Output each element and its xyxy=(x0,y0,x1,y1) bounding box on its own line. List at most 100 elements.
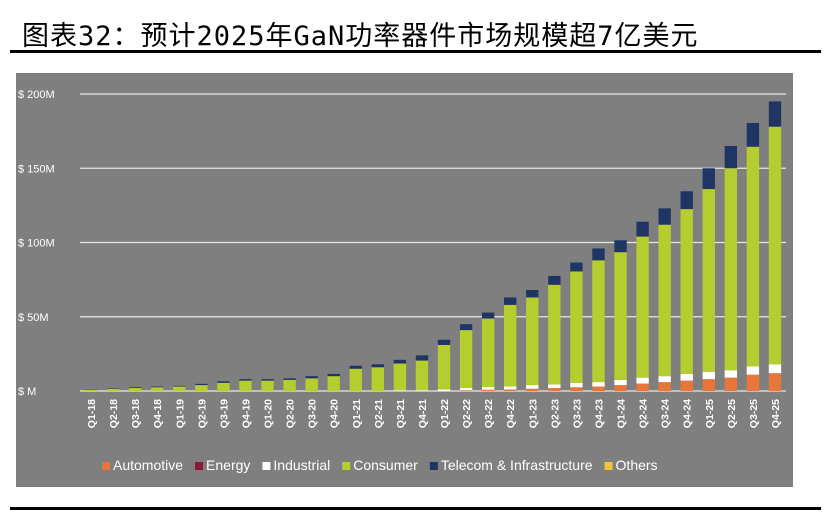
legend-swatch xyxy=(342,462,351,470)
x-tick-label: Q4-22 xyxy=(505,399,517,428)
legend-swatch xyxy=(429,462,438,470)
bar-segment-consumer xyxy=(504,304,517,387)
bar-segment-consumer xyxy=(393,363,407,391)
x-tick-label: Q1-21 xyxy=(351,399,363,428)
x-tick-label: Q4-23 xyxy=(593,399,605,428)
bar-segment-telecom-infrastructure xyxy=(128,387,142,389)
y-tick-label: $ 100M xyxy=(18,238,55,250)
bar-segment-consumer xyxy=(548,284,561,385)
bar-segment-industrial xyxy=(504,386,517,390)
x-tick-label: Q1-18 xyxy=(86,399,98,428)
bar-segment-telecom-infrastructure xyxy=(746,122,760,147)
x-tick-label: Q2-24 xyxy=(638,399,650,428)
bar-segment-consumer xyxy=(636,236,649,378)
legend-swatch xyxy=(262,462,271,470)
bar-segment-telecom-infrastructure xyxy=(614,240,627,253)
bar-segment-consumer xyxy=(349,368,362,391)
legend-label: Industrial xyxy=(273,457,330,473)
top-rule xyxy=(10,50,821,53)
bar-segment-industrial xyxy=(746,366,760,375)
bar-segment-telecom-infrastructure xyxy=(658,208,671,225)
x-tick-label: Q4-21 xyxy=(417,399,429,428)
y-axis-ticks: $ M $ 50M $ 100M $ 150M $ 200M xyxy=(18,89,55,398)
y-tick-label: $ 50M xyxy=(18,312,49,324)
bar-segment-telecom-infrastructure xyxy=(702,168,715,190)
chart-panel: $ M $ 50M $ 100M $ 150M $ 200M Q1-18 Q2-18 Q3-… xyxy=(16,73,793,487)
x-tick-label: Q3-22 xyxy=(483,399,495,428)
x-tick-label: Q3-21 xyxy=(395,399,407,428)
x-tick-label: Q2-18 xyxy=(108,399,120,428)
bar-segment-consumer xyxy=(371,367,385,391)
bottom-rule xyxy=(10,507,821,510)
figure-title-bar: 图表32：预计2025年GaN功率器件市场规模超7亿美元 xyxy=(10,8,821,52)
x-tick-label: Q4-24 xyxy=(682,399,694,428)
bar-segment-telecom-infrastructure xyxy=(217,381,230,383)
bar-segment-industrial xyxy=(437,389,451,391)
x-axis-ticks: Q1-18 Q2-18 Q3-18 Q4-18 Q1-19 Q2-19 Q3-19 Q4-19… xyxy=(86,399,782,428)
bar-segment-industrial xyxy=(768,364,782,374)
bar-segment-telecom-infrastructure xyxy=(526,290,539,298)
bar-segment-telecom-infrastructure xyxy=(680,191,693,210)
bar-segment-industrial xyxy=(658,376,671,383)
bar-segment-telecom-infrastructure xyxy=(305,376,318,379)
x-tick-label: Q1-23 xyxy=(527,399,539,428)
x-tick-label: Q4-18 xyxy=(152,399,164,428)
x-tick-label: Q1-25 xyxy=(704,399,716,428)
legend-label: Automotive xyxy=(113,457,183,473)
x-tick-label: Q2-23 xyxy=(549,399,561,428)
bar-segment-consumer xyxy=(415,360,429,391)
bar-segment-automotive xyxy=(658,382,671,391)
bar-segment-consumer xyxy=(128,388,142,391)
bar-segment-consumer xyxy=(437,344,451,390)
bar-segment-automotive xyxy=(680,380,693,391)
bar-segment-automotive xyxy=(526,388,539,391)
bar-segment-automotive xyxy=(746,374,760,391)
legend-label: Others xyxy=(616,457,658,473)
bar-segment-industrial xyxy=(636,377,649,384)
bar-segment-industrial xyxy=(724,370,738,378)
bar-segment-consumer xyxy=(195,385,208,391)
bar-segment-consumer xyxy=(173,386,186,391)
y-tick-label: $ 150M xyxy=(18,163,55,175)
bar-segment-consumer xyxy=(217,382,230,391)
x-tick-label: Q1-20 xyxy=(263,399,275,428)
x-tick-label: Q4-20 xyxy=(329,399,341,428)
bar-segment-industrial xyxy=(548,384,561,389)
x-tick-label: Q3-19 xyxy=(218,399,230,428)
legend-label: Telecom & Infrastructure xyxy=(441,457,593,473)
x-tick-label: Q4-25 xyxy=(770,399,782,428)
bars xyxy=(84,101,782,391)
bar-segment-telecom-infrastructure xyxy=(481,312,495,319)
bar-segment-industrial xyxy=(415,390,429,391)
x-tick-label: Q2-20 xyxy=(285,399,297,428)
bar-segment-consumer xyxy=(570,271,583,383)
bar-segment-industrial xyxy=(592,382,605,387)
bar-segment-telecom-infrastructure xyxy=(371,364,385,368)
bar-segment-industrial xyxy=(526,385,539,389)
legend-swatch xyxy=(604,462,613,470)
bar-segment-consumer xyxy=(151,387,164,391)
bar-segment-consumer xyxy=(702,189,715,372)
y-tick-label: $ M xyxy=(18,386,36,398)
stacked-bar-chart: $ M $ 50M $ 100M $ 150M $ 200M Q1-18 Q2-18 Q3-… xyxy=(18,89,786,473)
bar-segment-automotive xyxy=(570,387,583,391)
bar-segment-automotive xyxy=(504,389,517,391)
bar-segment-consumer xyxy=(305,378,318,391)
bar-segment-consumer xyxy=(680,209,693,374)
bar-segment-telecom-infrastructure xyxy=(459,324,473,331)
bar-segment-telecom-infrastructure xyxy=(173,385,186,387)
bar-segment-automotive xyxy=(592,386,605,391)
legend: Automotive Energy Industrial Consumer Teleco… xyxy=(102,457,658,473)
bar-segment-consumer xyxy=(724,168,738,371)
bar-segment-consumer xyxy=(481,318,495,387)
bar-segment-consumer xyxy=(658,224,671,377)
legend-swatch xyxy=(102,462,110,470)
bar-segment-automotive xyxy=(702,379,715,391)
bar-segment-industrial xyxy=(680,373,693,381)
bar-segment-telecom-infrastructure xyxy=(239,379,252,381)
bar-segment-industrial xyxy=(702,371,715,380)
x-tick-label: Q1-22 xyxy=(439,399,451,428)
bar-segment-industrial xyxy=(459,388,473,391)
bar-segment-telecom-infrastructure xyxy=(393,359,407,364)
x-tick-label: Q2-21 xyxy=(373,399,385,428)
